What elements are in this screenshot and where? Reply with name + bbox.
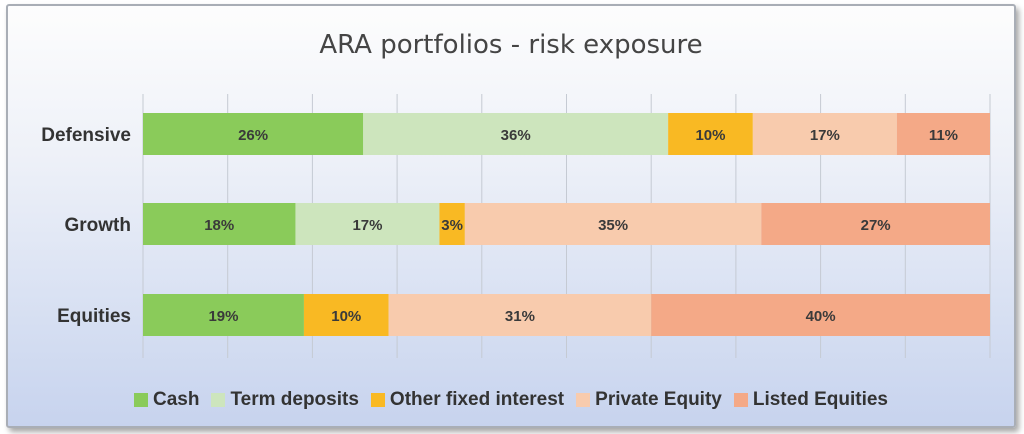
chart-title: ARA portfolios - risk exposure xyxy=(319,30,703,60)
data-label: 26% xyxy=(238,127,268,144)
legend-swatch xyxy=(370,393,385,407)
legend-label: Private Equity xyxy=(595,389,722,410)
data-label: 19% xyxy=(208,308,238,325)
data-label: 27% xyxy=(861,217,891,234)
bar-segment xyxy=(295,203,440,245)
bar-segment xyxy=(143,203,296,245)
bar-segment xyxy=(752,113,897,155)
legend-item: Private Equity xyxy=(576,389,722,411)
chart-legend: Cash Term deposits Other fixed interest Pri… xyxy=(8,389,1014,411)
bar-segment xyxy=(761,203,990,245)
legend-item: Listed Equities xyxy=(733,389,888,411)
legend-swatch xyxy=(733,393,748,407)
category-label: Growth xyxy=(65,215,132,236)
legend-swatch xyxy=(576,393,591,407)
bar-segment xyxy=(651,294,990,336)
chart-plot-area: Defensive 26% 36% 10% 17% 11% Growth 18% 17% 3% 35… xyxy=(41,94,991,358)
bar-segment xyxy=(668,113,753,155)
legend-label: Listed Equities xyxy=(752,389,888,410)
data-label: 10% xyxy=(695,127,725,144)
legend-label: Other fixed interest xyxy=(389,389,565,410)
data-label: 31% xyxy=(505,308,535,325)
legend-swatch xyxy=(211,393,226,407)
data-label: 11% xyxy=(929,127,958,144)
bar-segment xyxy=(143,294,304,336)
data-label: 3% xyxy=(441,217,463,234)
bar-segment xyxy=(363,113,669,155)
legend-item: Term deposits xyxy=(211,389,359,411)
bar-segment xyxy=(143,113,364,155)
data-label: 36% xyxy=(501,127,531,144)
data-label: 10% xyxy=(331,308,361,325)
legend-item: Other fixed interest xyxy=(370,389,565,411)
bar-segment xyxy=(388,294,652,336)
bar-segment xyxy=(896,113,990,155)
category-label: Equities xyxy=(57,306,131,327)
legend-label: Term deposits xyxy=(230,389,359,410)
data-label: 18% xyxy=(204,217,234,234)
legend-swatch xyxy=(133,393,148,407)
bar-segment xyxy=(464,203,762,245)
data-label: 17% xyxy=(352,217,382,234)
data-label: 17% xyxy=(810,127,840,144)
chart-frame: ARA portfolios - risk exposure Defensive… xyxy=(6,4,1016,428)
category-label: Defensive xyxy=(41,125,131,146)
legend-label: Cash xyxy=(152,389,200,410)
bar-segment xyxy=(303,294,389,336)
data-label: 40% xyxy=(806,308,836,325)
data-label: 35% xyxy=(598,217,628,234)
bar-segment xyxy=(439,203,465,245)
legend-item: Cash xyxy=(133,389,200,411)
